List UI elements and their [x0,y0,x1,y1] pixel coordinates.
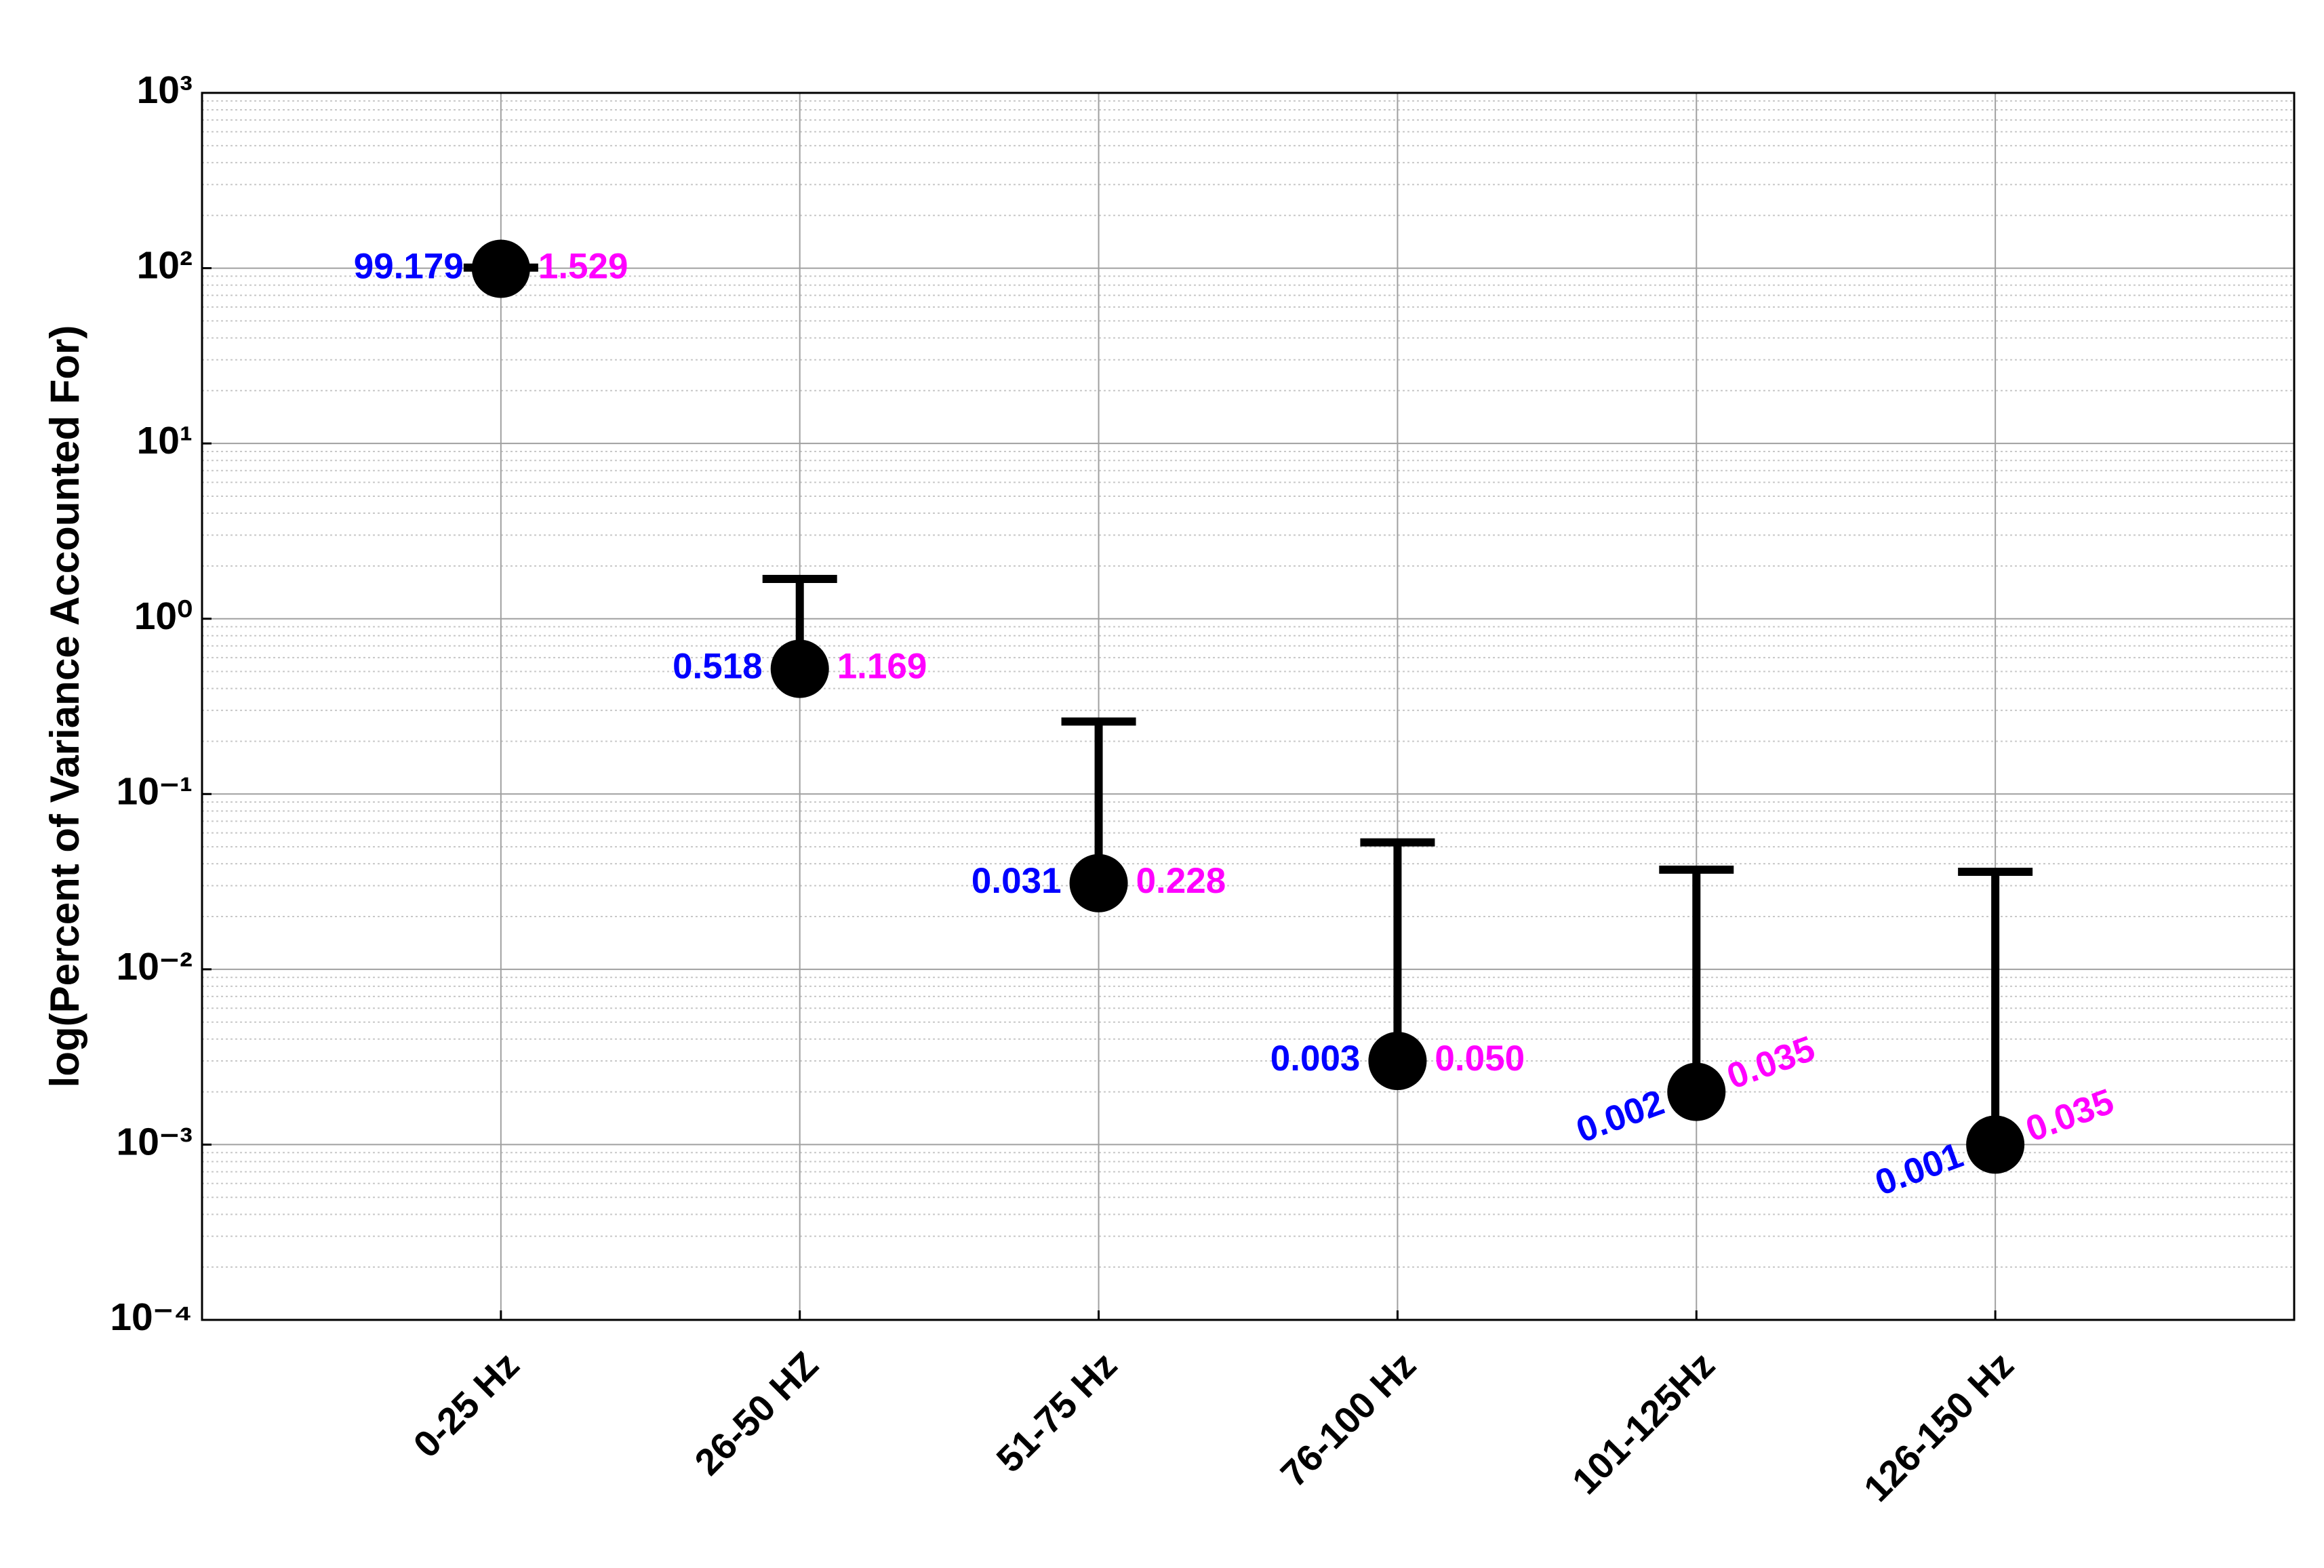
value-label: 0.031 [971,861,1062,901]
error-label: 0.050 [1435,1039,1525,1079]
value-label: 0.003 [1270,1039,1361,1079]
y-tick-label: 10⁰ [134,595,193,638]
y-axis-label: log(Percent of Variance Accounted For) [42,325,87,1088]
y-tick-label: 10⁻³ [117,1120,193,1163]
plot-frame [201,92,2296,1321]
value-label: 0.518 [673,647,763,687]
y-tick-label: 10⁻² [117,945,193,988]
y-tick-label: 10² [137,244,193,287]
y-tick-label: 10³ [137,68,193,112]
y-tick-label: 10⁻⁴ [110,1295,193,1339]
error-label: 1.169 [837,647,927,687]
marker [770,639,829,698]
marker [1069,853,1128,912]
y-tick-label: 10⁻¹ [117,769,193,813]
error-label: 1.529 [538,246,628,286]
marker [1368,1032,1427,1091]
marker [471,239,530,298]
marker [1966,1115,2025,1174]
error-label: 0.228 [1136,861,1226,901]
y-tick-label: 10¹ [137,419,193,462]
marker [1667,1062,1726,1121]
value-label: 99.179 [354,246,464,286]
